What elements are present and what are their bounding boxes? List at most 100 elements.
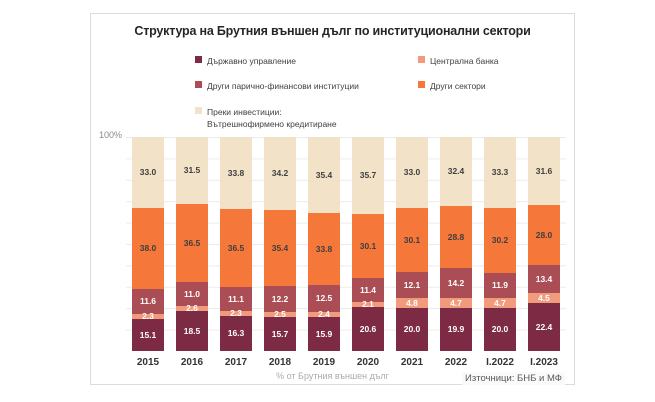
legend: Държавно управление Централна банка Други … (195, 55, 567, 130)
legend-label: Други парично-финансови институции (207, 81, 359, 92)
value-label: 36.5 (227, 243, 245, 254)
value-label: 4.7 (494, 297, 506, 308)
x-axis-label: 2016 (180, 357, 204, 368)
bar-segment: 16.3 (220, 316, 252, 351)
x-axis-label: 2019 (312, 357, 336, 368)
legend-item: Държавно управление (195, 55, 418, 67)
chart-title: Структура на Брутния външен дълг по инст… (134, 24, 531, 38)
bar-segment: 28.8 (440, 206, 472, 268)
bar-segment: 4.7 (440, 298, 472, 309)
legend-swatch-icon (195, 81, 202, 89)
value-label: 28.8 (447, 231, 465, 242)
stacked-bar: 15.1 2.3 11.6 38.0 33.0 (132, 137, 164, 351)
bar-segment: 35.4 (264, 210, 296, 286)
value-label: 11.1 (227, 294, 245, 305)
value-label: 4.5 (538, 293, 550, 303)
value-label: 2.1 (362, 299, 374, 310)
value-label: 31.6 (535, 165, 553, 176)
bar-segment: 20.0 (396, 308, 428, 351)
legend-item: Преки инвестиции: Вътрешнофирмено кредит… (195, 106, 418, 131)
stacked-bar: 20.0 4.7 11.9 30.2 33.3 (484, 137, 516, 351)
bar-segment: 12.2 (264, 285, 296, 313)
value-label: 11.4 (359, 284, 377, 295)
bar-segment: 15.1 (132, 318, 164, 351)
legend-label: Централна банка (430, 56, 499, 66)
value-label: 18.5 (183, 325, 201, 336)
bar-segment: 15.7 (264, 317, 296, 351)
value-label: 34.2 (271, 168, 289, 179)
stacked-bar: 20.0 4.8 12.1 30.1 33.0 (396, 137, 428, 351)
value-label: 12.2 (271, 293, 289, 304)
value-label: 31.5 (183, 165, 201, 176)
bar-segment: 12.1 (396, 272, 428, 298)
bar-segment: 36.5 (220, 209, 252, 288)
value-label: 12.1 (403, 279, 421, 290)
bar-segment: 28.0 (528, 204, 560, 265)
value-label: 15.9 (315, 328, 333, 339)
stacked-bar: 15.9 2.4 12.5 33.8 35.4 (308, 137, 340, 351)
value-label: 4.8 (406, 297, 418, 308)
bar-segment: 30.1 (396, 207, 428, 273)
legend-swatch-icon (418, 56, 425, 63)
x-axis-label: 2018 (268, 357, 292, 368)
legend-label: Преки инвестиции: Вътрешнофирмено кредит… (207, 106, 337, 129)
legend-item: Други парично-финансови институции (195, 80, 418, 92)
bar-segment: 33.0 (132, 137, 164, 208)
value-label: 33.0 (403, 167, 421, 178)
value-label: 28.0 (535, 229, 553, 240)
bar-segment: 11.1 (220, 287, 252, 312)
bar-segment: 32.4 (440, 137, 472, 207)
bar-segment: 4.5 (528, 293, 560, 304)
x-axis-label: I.2022 (486, 357, 514, 368)
x-axis-label: 2020 (356, 357, 380, 368)
stacked-bar: 22.4 4.5 13.4 28.0 31.6 (528, 137, 560, 351)
bar-slot: 15.9 2.4 12.5 33.8 35.4 (302, 137, 346, 351)
bar-segment: 36.5 (176, 204, 208, 283)
bar-segment: 11.6 (132, 288, 164, 314)
bar-segment: 2.1 (352, 299, 384, 310)
value-label: 11.6 (139, 296, 157, 307)
bar-segment: 11.0 (176, 282, 208, 306)
value-label: 2.3 (230, 308, 242, 319)
stacked-bar: 18.5 2.6 11.0 36.5 31.5 (176, 136, 208, 351)
bar-slot: 22.4 4.5 13.4 28.0 31.6 (522, 137, 566, 351)
value-label: 35.4 (315, 169, 333, 180)
value-label: 2.4 (318, 309, 330, 320)
value-label: 20.0 (403, 324, 421, 335)
value-label: 15.7 (271, 328, 289, 339)
value-label: 38.0 (139, 243, 157, 254)
value-label: 22.4 (535, 321, 553, 332)
value-label: 33.3 (491, 167, 509, 178)
bar-segment: 2.3 (220, 308, 252, 319)
x-axis-label: 2017 (224, 357, 248, 368)
x-axis-label: 2022 (444, 357, 468, 368)
value-label: 35.7 (359, 170, 377, 181)
bar-segment: 20.0 (484, 308, 516, 351)
bar-segment: 22.4 (528, 303, 560, 351)
value-label: 20.0 (491, 324, 509, 335)
bar-slot: 16.3 2.3 11.1 36.5 33.8 (214, 137, 258, 351)
bar-segment: 2.6 (176, 304, 208, 312)
value-label: 11.0 (183, 288, 201, 299)
value-label: 4.7 (450, 298, 462, 309)
x-axis-label: 2021 (400, 357, 424, 368)
bar-segment: 30.1 (352, 213, 384, 279)
stacked-bar: 15.7 2.5 12.2 35.4 34.2 (264, 137, 296, 351)
stacked-bar: 16.3 2.3 11.1 36.5 33.8 (220, 137, 252, 351)
value-label: 30.1 (403, 234, 421, 245)
bar-segment: 30.2 (484, 208, 516, 273)
bar-slot: 20.0 4.7 11.9 30.2 33.3 (478, 137, 522, 351)
bar-slot: 18.5 2.6 11.0 36.5 31.5 (170, 136, 214, 351)
bar-segment: 14.2 (440, 268, 472, 299)
bar-slot: 15.1 2.3 11.6 38.0 33.0 (126, 137, 170, 351)
value-label: 20.6 (359, 323, 377, 334)
bar-segment: 33.0 (396, 137, 428, 208)
bar-segment: 31.6 (528, 137, 560, 205)
value-label: 30.1 (359, 240, 377, 251)
bar-segment: 12.5 (308, 285, 340, 312)
x-axis-caption: % от Брутния външен дълг (276, 371, 389, 381)
value-label: 14.2 (447, 277, 465, 288)
bar-segment: 33.8 (308, 212, 340, 286)
value-label: 35.4 (271, 242, 289, 253)
bar-slot: 20.0 4.8 12.1 30.1 33.0 (390, 137, 434, 351)
